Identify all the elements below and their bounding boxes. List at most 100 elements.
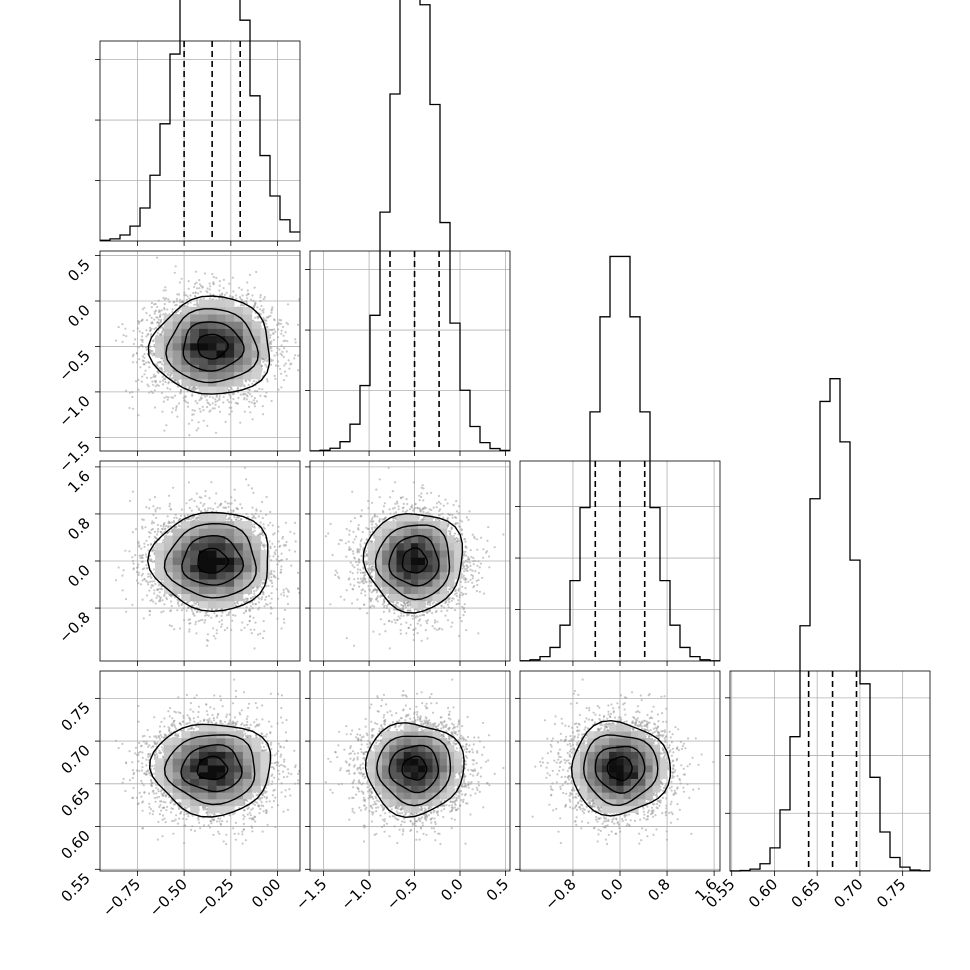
scatter-point — [141, 335, 144, 338]
scatter-point — [265, 322, 268, 325]
scatter-point — [137, 378, 140, 381]
density-cell — [260, 550, 270, 558]
scatter-point — [203, 502, 206, 506]
scatter-point — [194, 620, 197, 624]
scatter-point — [223, 293, 227, 296]
scatter-point — [270, 597, 273, 600]
density-cell — [155, 550, 165, 558]
scatter-point — [246, 623, 249, 626]
density-cell — [172, 342, 182, 351]
scatter-point — [246, 293, 250, 296]
scatter-point — [230, 388, 233, 391]
scatter-point — [269, 579, 272, 582]
scatter-point — [399, 629, 402, 632]
scatter-point — [269, 612, 272, 615]
scatter-point — [180, 508, 183, 511]
scatter-point — [431, 625, 434, 628]
scatter-point — [270, 328, 273, 331]
scatter-point — [150, 584, 153, 587]
scatter-point — [169, 594, 172, 597]
scatter-point — [198, 279, 201, 282]
scatter-point — [205, 394, 209, 397]
density-cell — [216, 579, 226, 587]
scatter-point — [397, 505, 400, 508]
scatter-point — [258, 606, 261, 609]
scatter-point — [245, 398, 248, 401]
density-cell — [199, 386, 209, 394]
scatter-point — [171, 411, 174, 414]
scatter-point — [149, 328, 152, 332]
scatter-point — [188, 628, 191, 631]
scatter-point — [294, 354, 297, 357]
density-cell — [190, 357, 200, 365]
scatter-point — [261, 309, 264, 312]
scatter-point — [461, 576, 464, 579]
density-cell — [242, 335, 253, 344]
scatter-point — [149, 610, 152, 613]
scatter-point — [380, 526, 383, 529]
scatter-point — [153, 318, 156, 321]
scatter-point — [231, 392, 234, 395]
hist-frame-4 — [729, 670, 931, 872]
scatter-point — [135, 566, 139, 569]
density-cell — [216, 386, 226, 394]
scatter-point — [270, 592, 273, 595]
scatter-point — [263, 371, 266, 374]
scatter-point — [145, 555, 148, 559]
scatter-point — [150, 352, 153, 355]
scatter-point — [145, 579, 148, 583]
scatter-point — [206, 424, 209, 427]
scatter-point — [282, 588, 285, 591]
scatter-point — [254, 389, 257, 393]
density-cell — [155, 350, 165, 358]
scatter-point — [117, 566, 120, 569]
scatter-point — [422, 613, 425, 616]
density-cell — [181, 535, 191, 544]
scatter-point — [239, 393, 242, 396]
density-cell — [199, 350, 209, 358]
scatter-point — [160, 585, 163, 588]
scatter-point — [283, 370, 287, 373]
scatter-point — [227, 505, 230, 508]
scatter-point — [164, 527, 167, 530]
scatter-point — [211, 396, 214, 399]
scatter-point — [273, 374, 276, 377]
scatter-point — [454, 609, 457, 612]
scatter-point — [242, 392, 246, 395]
scatter-point — [203, 508, 207, 511]
scatter-point — [196, 304, 199, 307]
scatter-point — [282, 355, 285, 358]
scatter-point — [211, 402, 214, 405]
scatter-point — [266, 378, 269, 381]
scatter-point — [208, 395, 212, 398]
scatter-point — [276, 353, 279, 356]
scatter-point — [280, 627, 283, 630]
scatter-point — [242, 304, 246, 307]
scatter-point — [197, 427, 200, 430]
scatter-panel-3-2 — [305, 460, 511, 666]
scatter-point — [226, 502, 229, 505]
scatter-point — [141, 572, 144, 576]
scatter-point — [269, 358, 272, 361]
density-cell — [155, 342, 165, 351]
scatter-point — [148, 326, 152, 329]
scatter-point — [231, 276, 234, 279]
hist-frame-3 — [519, 460, 721, 662]
scatter-point — [297, 369, 300, 372]
density-cell — [242, 579, 253, 587]
scatter-point — [265, 585, 268, 588]
density-cell — [260, 328, 270, 337]
scatter-point — [461, 533, 464, 536]
scatter-point — [175, 311, 178, 314]
density-cell — [234, 314, 244, 322]
density-cell — [172, 371, 182, 380]
density-cell — [260, 571, 270, 580]
scatter-point — [145, 348, 148, 351]
density-cell — [234, 335, 244, 344]
scatter-point — [280, 552, 283, 555]
scatter-point — [160, 326, 164, 329]
density-cell — [225, 335, 235, 344]
scatter-point — [198, 496, 201, 499]
scatter-point — [382, 610, 385, 614]
